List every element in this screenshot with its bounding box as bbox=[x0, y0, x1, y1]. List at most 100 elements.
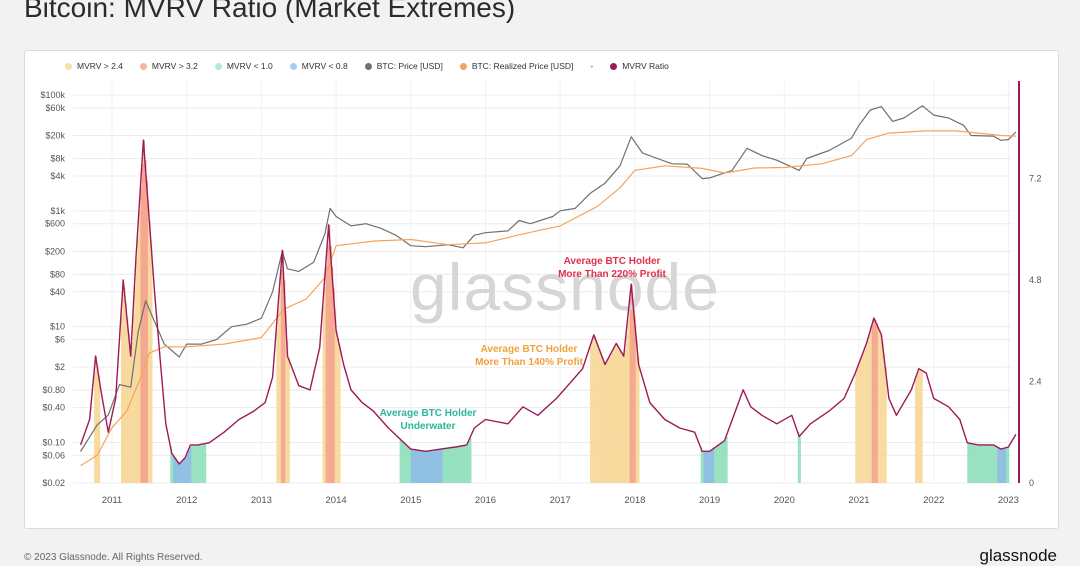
y-left-tick-label: $10 bbox=[50, 322, 65, 332]
zone-mvrv-lt-0-8 bbox=[412, 449, 414, 483]
zone-mvrv-lt-1-0 bbox=[992, 444, 995, 483]
zone-mvrv-gt-3-2 bbox=[144, 160, 147, 483]
x-tick-label: 2022 bbox=[923, 495, 944, 506]
zone-mvrv-lt-1-0 bbox=[445, 448, 448, 483]
zone-mvrv-gt-2-4 bbox=[916, 375, 919, 483]
zone-mvrv-lt-0-8 bbox=[431, 450, 434, 483]
zone-mvrv-lt-1-0 bbox=[171, 453, 174, 483]
zone-mvrv-gt-3-2 bbox=[280, 269, 283, 483]
zone-mvrv-gt-2-4 bbox=[856, 369, 859, 483]
y-right-tick-label: 4.8 bbox=[1029, 275, 1042, 285]
zone-mvrv-lt-1-0 bbox=[447, 448, 450, 483]
legend-item[interactable]: BTC: Realized Price [USD] bbox=[459, 61, 573, 71]
zone-mvrv-gt-2-4 bbox=[882, 341, 884, 483]
y-right-tick-label: 2.4 bbox=[1029, 376, 1042, 386]
zone-mvrv-lt-0-8 bbox=[440, 449, 443, 483]
y-left-tick-label: $0.40 bbox=[42, 403, 65, 413]
zone-mvrv-gt-2-4 bbox=[618, 347, 621, 483]
zone-mvrv-lt-1-0 bbox=[983, 444, 986, 483]
y-left-tick-label: $0.06 bbox=[42, 450, 65, 460]
zone-mvrv-lt-0-8 bbox=[998, 447, 1001, 483]
y-left-tick-label: $0.02 bbox=[42, 478, 65, 488]
zone-mvrv-lt-1-0 bbox=[457, 446, 460, 483]
zone-mvrv-gt-2-4 bbox=[610, 353, 613, 483]
legend-item[interactable]: MVRV < 0.8 bbox=[289, 61, 348, 71]
zone-mvrv-lt-1-0 bbox=[463, 445, 466, 483]
zone-mvrv-lt-1-0 bbox=[453, 447, 455, 483]
legend-item[interactable]: - bbox=[590, 61, 593, 71]
zone-mvrv-gt-2-4 bbox=[609, 356, 612, 483]
zone-mvrv-lt-0-8 bbox=[1004, 448, 1007, 483]
zone-mvrv-lt-0-8 bbox=[413, 449, 416, 483]
zone-mvrv-lt-1-0 bbox=[198, 444, 201, 483]
zone-mvrv-gt-2-4 bbox=[867, 340, 869, 483]
legend-swatch bbox=[214, 62, 222, 70]
zone-mvrv-lt-1-0 bbox=[450, 447, 452, 483]
zone-mvrv-lt-1-0 bbox=[407, 445, 409, 483]
zone-mvrv-gt-2-4 bbox=[921, 370, 923, 483]
zone-mvrv-gt-2-4 bbox=[120, 315, 123, 483]
zone-mvrv-gt-2-4 bbox=[593, 337, 595, 483]
legend-swatch bbox=[364, 62, 372, 70]
zone-mvrv-lt-0-8 bbox=[176, 459, 178, 483]
zone-mvrv-gt-2-4 bbox=[619, 349, 622, 483]
zone-mvrv-lt-1-0 bbox=[982, 444, 984, 483]
zone-mvrv-gt-2-4 bbox=[279, 289, 281, 483]
zone-mvrv-lt-0-8 bbox=[1001, 448, 1004, 483]
zone-mvrv-lt-1-0 bbox=[459, 446, 461, 483]
zone-mvrv-lt-0-8 bbox=[180, 462, 183, 483]
zone-mvrv-lt-1-0 bbox=[456, 446, 458, 483]
zone-mvrv-gt-3-2 bbox=[634, 316, 636, 483]
zone-mvrv-lt-1-0 bbox=[977, 444, 980, 483]
zone-mvrv-lt-1-0 bbox=[402, 441, 405, 483]
zone-mvrv-lt-0-8 bbox=[434, 449, 437, 483]
zone-mvrv-lt-1-0 bbox=[721, 442, 724, 483]
y-left-tick-label: $200 bbox=[45, 246, 65, 256]
x-tick-label: 2013 bbox=[251, 495, 272, 506]
chart-svg: glassnode Average BTC Holder More Than 22… bbox=[40, 81, 1042, 506]
zone-mvrv-lt-0-8 bbox=[188, 450, 190, 483]
y-left-tick-label: $1k bbox=[50, 206, 65, 216]
zone-mvrv-lt-0-8 bbox=[185, 457, 187, 483]
x-tick-label: 2020 bbox=[774, 495, 795, 506]
y-left-tick-label: $100k bbox=[40, 90, 65, 100]
zone-mvrv-gt-3-2 bbox=[871, 325, 874, 483]
zone-mvrv-lt-1-0 bbox=[192, 444, 195, 483]
zone-mvrv-gt-3-2 bbox=[327, 245, 329, 483]
zone-mvrv-lt-1-0 bbox=[980, 444, 983, 483]
zone-mvrv-gt-2-4 bbox=[122, 291, 125, 483]
zone-mvrv-lt-0-8 bbox=[189, 446, 192, 483]
zone-mvrv-lt-0-8 bbox=[174, 457, 177, 483]
zone-mvrv-lt-1-0 bbox=[201, 444, 204, 483]
zone-mvrv-lt-1-0 bbox=[986, 444, 989, 483]
zone-mvrv-lt-1-0 bbox=[408, 447, 411, 483]
zone-mvrv-gt-3-2 bbox=[330, 246, 332, 483]
zone-mvrv-lt-1-0 bbox=[968, 443, 971, 483]
zone-mvrv-lt-0-8 bbox=[410, 449, 413, 483]
zone-mvrv-lt-0-8 bbox=[179, 463, 181, 483]
legend-item[interactable]: MVRV > 2.4 bbox=[65, 61, 123, 71]
zone-mvrv-lt-0-8 bbox=[419, 450, 422, 483]
y-right-tick-label: 7.2 bbox=[1029, 173, 1042, 183]
zone-mvrv-gt-2-4 bbox=[602, 356, 604, 483]
legend-item[interactable]: MVRV < 1.0 bbox=[214, 61, 273, 71]
zone-mvrv-gt-2-4 bbox=[859, 361, 862, 483]
legend-swatch bbox=[610, 62, 618, 70]
zone-mvrv-gt-3-2 bbox=[873, 320, 875, 483]
zone-mvrv-lt-1-0 bbox=[194, 444, 196, 483]
page-title: Bitcoin: MVRV Ratio (Market Extremes) bbox=[24, 0, 516, 23]
zone-mvrv-gt-2-4 bbox=[286, 340, 289, 483]
zone-mvrv-gt-2-4 bbox=[285, 310, 287, 483]
legend-item[interactable]: BTC: Price [USD] bbox=[364, 61, 443, 71]
brand-logo: glassnode bbox=[979, 546, 1057, 565]
x-tick-label: 2019 bbox=[699, 495, 720, 506]
zone-mvrv-gt-3-2 bbox=[325, 265, 328, 483]
legend-item[interactable]: MVRV > 3.2 bbox=[139, 61, 198, 71]
zone-mvrv-lt-1-0 bbox=[465, 445, 467, 483]
zone-mvrv-lt-1-0 bbox=[970, 443, 972, 483]
zone-mvrv-lt-1-0 bbox=[723, 441, 725, 483]
zone-mvrv-lt-1-0 bbox=[170, 445, 172, 483]
zone-mvrv-gt-3-2 bbox=[333, 288, 335, 483]
legend-item[interactable]: MVRV Ratio bbox=[610, 61, 669, 71]
zone-mvrv-gt-2-4 bbox=[276, 328, 278, 483]
